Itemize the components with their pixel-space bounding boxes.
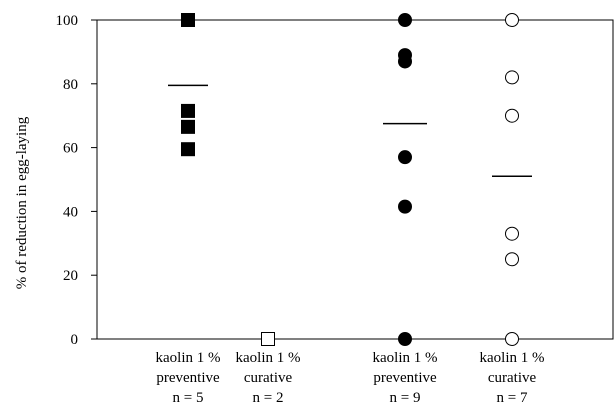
data-point-square xyxy=(181,13,195,27)
y-tick-label: 40 xyxy=(63,204,78,220)
x-axis-labels: kaolin 1 % preventive n = 5 kaolin 1 % curat… xyxy=(156,350,545,406)
data-point-square xyxy=(181,142,195,157)
plot-border xyxy=(96,19,614,340)
x-category-label: preventive xyxy=(373,370,437,386)
mean-lines xyxy=(168,84,532,178)
y-axis: 0 20 40 60 80 100 xyxy=(56,13,97,348)
x-category-label: kaolin 1 % xyxy=(236,350,301,366)
x-category-label: preventive xyxy=(156,370,220,386)
data-point-circle xyxy=(398,199,412,214)
y-tick-label: 100 xyxy=(56,13,79,29)
data-point-circle xyxy=(398,13,412,27)
data-point-circle xyxy=(398,332,412,346)
data-point-square xyxy=(181,119,195,134)
y-tick-label: 0 xyxy=(71,332,79,348)
data-point-square xyxy=(261,332,275,346)
data-point-circle xyxy=(398,150,412,165)
x-category-label: n = 2 xyxy=(253,390,284,406)
y-axis-title: % of reduction in egg-laying xyxy=(14,116,30,289)
x-category-label: curative xyxy=(244,370,293,386)
plot-frame xyxy=(96,19,614,340)
x-category-label: kaolin 1 % xyxy=(480,350,545,366)
data-points xyxy=(181,13,519,346)
data-point-circle xyxy=(505,252,519,267)
x-category-label: n = 5 xyxy=(173,390,204,406)
data-point-circle xyxy=(505,13,519,27)
x-category-label: kaolin 1 % xyxy=(373,350,438,366)
y-tick-label: 20 xyxy=(63,268,78,284)
x-category-label: n = 7 xyxy=(497,390,528,406)
y-tick-label: 60 xyxy=(63,141,78,157)
data-point-circle xyxy=(505,108,519,123)
data-point-circle xyxy=(398,54,412,69)
data-point-circle xyxy=(505,332,519,346)
x-category-label: n = 9 xyxy=(390,390,421,406)
x-category-label: kaolin 1 % xyxy=(156,350,221,366)
y-tick-label: 80 xyxy=(63,77,78,93)
x-category-label: curative xyxy=(488,370,537,386)
data-point-circle xyxy=(505,226,519,241)
data-point-square xyxy=(181,103,195,118)
data-point-circle xyxy=(505,70,519,85)
